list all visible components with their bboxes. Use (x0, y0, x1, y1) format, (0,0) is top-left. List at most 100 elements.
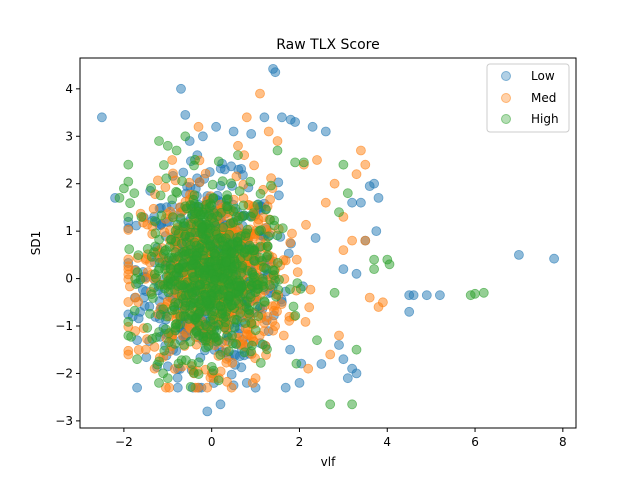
data-point-high (136, 211, 147, 222)
data-point-high (123, 316, 134, 327)
data-point-high (254, 225, 265, 236)
data-point-high (338, 159, 349, 170)
data-point-high (325, 399, 336, 410)
data-point-med (140, 344, 151, 355)
data-point-high (222, 201, 233, 212)
data-point-high (154, 263, 165, 274)
data-point-high (186, 227, 197, 238)
y-tick-label: −3 (55, 414, 73, 428)
data-point-high (142, 243, 153, 254)
data-point-high (158, 160, 169, 170)
data-point-high (478, 287, 489, 298)
data-point-high (221, 257, 232, 268)
data-point-med (300, 316, 311, 327)
data-point-high (209, 275, 220, 285)
data-point-high (193, 330, 204, 341)
data-point-high (204, 233, 215, 243)
legend-label-med: Med (531, 91, 556, 105)
data-point-high (191, 312, 202, 323)
legend-label-low: Low (531, 69, 555, 83)
x-tick-label: 8 (559, 435, 567, 449)
data-point-low (259, 112, 270, 123)
data-point-high (185, 240, 196, 251)
data-point-med (231, 171, 242, 182)
data-point-high (163, 337, 174, 348)
data-point-low (334, 340, 344, 350)
data-point-high (252, 279, 263, 290)
data-point-med (241, 112, 252, 123)
legend-marker-high (501, 114, 511, 124)
data-point-high (170, 322, 181, 333)
data-point-high (262, 241, 273, 252)
data-point-high (149, 216, 160, 227)
data-point-med (149, 341, 160, 352)
data-point-high (252, 199, 263, 210)
data-point-med (304, 302, 315, 313)
data-point-high (162, 373, 173, 384)
data-point-med (351, 169, 362, 180)
data-point-med (292, 267, 303, 278)
y-tick-label: 3 (65, 129, 73, 143)
data-point-med (320, 197, 331, 208)
data-point-high (172, 187, 183, 198)
data-point-high (189, 190, 200, 201)
data-point-high (334, 207, 344, 218)
data-point-high (132, 354, 143, 365)
data-point-med (160, 182, 171, 193)
data-point-high (155, 190, 166, 201)
data-point-med (250, 373, 261, 384)
data-point-high (217, 176, 228, 187)
data-point-med (123, 297, 134, 307)
data-point-high (213, 335, 224, 346)
data-point-low (178, 167, 189, 178)
data-point-low (285, 344, 296, 355)
x-tick-label: 6 (471, 435, 479, 449)
data-point-high (329, 287, 340, 298)
data-point-high (253, 311, 264, 322)
data-point-high (265, 214, 276, 225)
data-point-high (150, 228, 161, 239)
data-point-med (278, 330, 289, 341)
data-point-high (298, 157, 309, 168)
data-point-high (194, 265, 205, 276)
data-point-high (173, 263, 184, 274)
data-point-high (263, 231, 274, 242)
data-point-high (197, 222, 207, 233)
data-point-med (325, 349, 336, 360)
data-point-high (160, 324, 171, 335)
data-point-high (227, 300, 238, 311)
data-point-low (172, 372, 183, 383)
data-point-high (204, 202, 215, 213)
ticks-layer: −2 0 2 4 6 8 −3 −2 −1 0 1 2 3 4 (55, 82, 566, 449)
data-point-med (227, 357, 238, 368)
data-point-high (123, 212, 134, 222)
data-point-high (180, 311, 191, 322)
data-point-high (142, 322, 153, 333)
x-axis-label: vlf (321, 455, 336, 469)
y-tick-label: −2 (55, 366, 73, 380)
data-point-high (277, 223, 288, 234)
data-point-med (285, 237, 296, 248)
data-point-high (171, 145, 182, 156)
data-point-high (160, 245, 170, 256)
data-point-med (123, 349, 134, 360)
x-tick-label: −2 (115, 435, 133, 449)
data-point-high (257, 339, 268, 350)
data-point-low (307, 121, 318, 132)
data-point-high (261, 204, 272, 215)
data-point-high (292, 278, 303, 289)
data-point-high (169, 301, 179, 312)
data-point-low (338, 264, 349, 275)
data-point-high (219, 285, 229, 296)
data-point-high (208, 314, 219, 325)
data-point-low (351, 268, 362, 279)
data-point-med (202, 382, 213, 393)
data-point-low (347, 197, 358, 208)
data-point-med (347, 235, 358, 246)
data-point-high (159, 345, 170, 356)
data-point-low (290, 117, 301, 127)
data-point-high (180, 355, 191, 366)
data-point-high (129, 188, 140, 199)
plot-frame (79, 57, 577, 429)
